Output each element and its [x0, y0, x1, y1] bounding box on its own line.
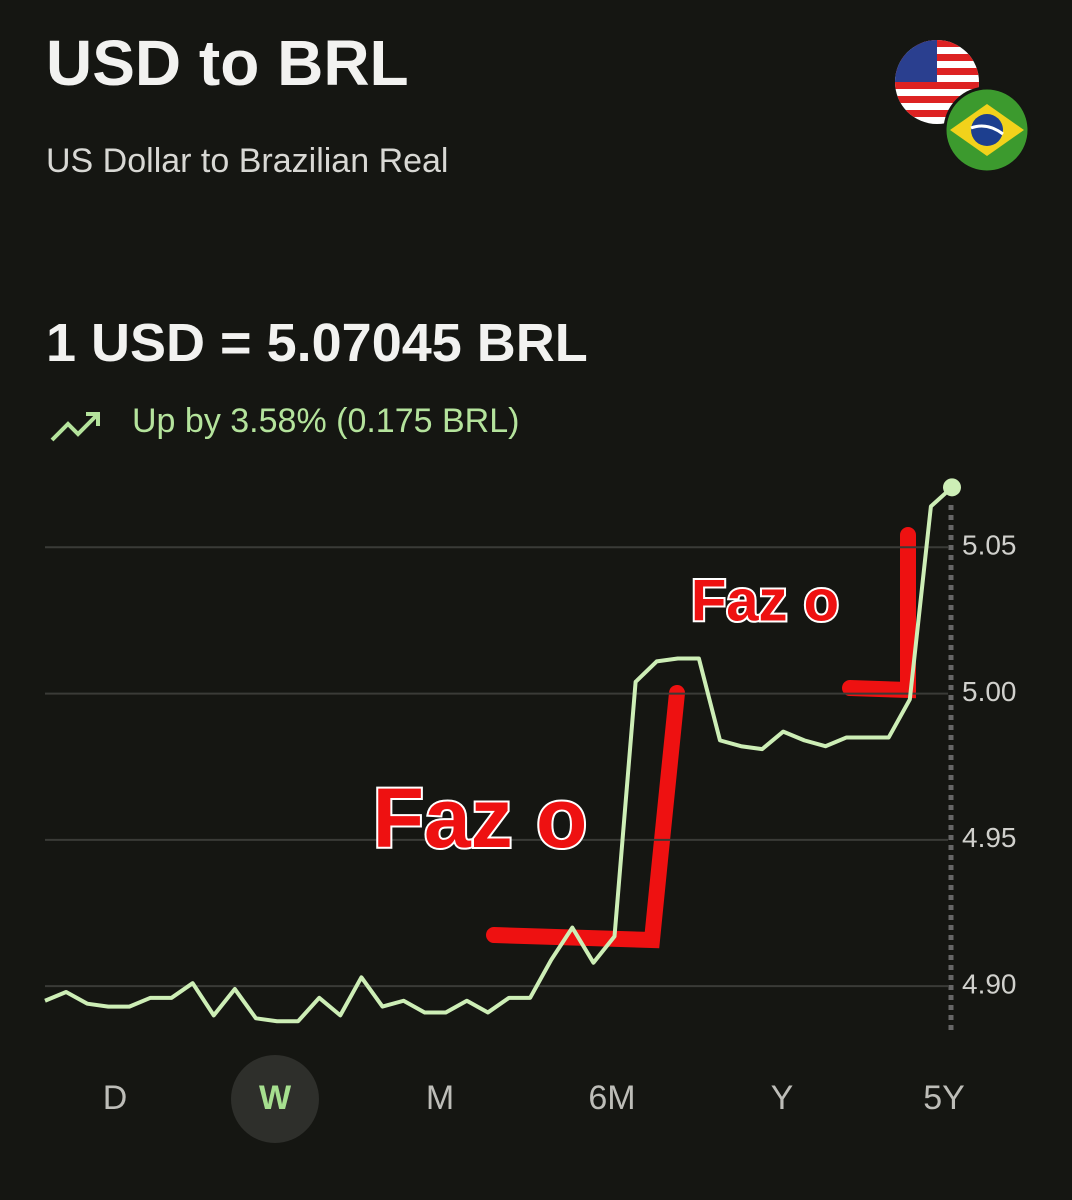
title: USD to BRL — [46, 27, 409, 99]
range-tab[interactable]: 6M — [588, 1079, 635, 1117]
range-tab[interactable]: 5Y — [923, 1079, 965, 1117]
tab-highlight — [231, 1055, 319, 1143]
y-tick-label: 5.00 — [962, 676, 1017, 707]
annotation: Faz o — [373, 771, 588, 865]
y-tick-label: 5.05 — [962, 530, 1017, 561]
br-flag — [943, 86, 1031, 174]
trend-icon — [50, 412, 100, 442]
range-tab[interactable]: M — [426, 1079, 454, 1117]
y-tick-label: 4.95 — [962, 822, 1017, 853]
current-dot — [943, 478, 961, 497]
rate: 1 USD = 5.07045 BRL — [46, 313, 588, 373]
change: Up by 3.58% (0.175 BRL) — [132, 402, 520, 440]
scribbles — [486, 527, 916, 949]
range-tab[interactable]: Y — [771, 1079, 794, 1117]
range-tab[interactable]: W — [259, 1079, 292, 1117]
y-tick-label: 4.90 — [962, 969, 1017, 1000]
subtitle: US Dollar to Brazilian Real — [46, 142, 449, 180]
range-tab[interactable]: D — [103, 1079, 128, 1117]
annotation: Faz o — [691, 568, 839, 633]
price-line — [44, 485, 954, 1024]
